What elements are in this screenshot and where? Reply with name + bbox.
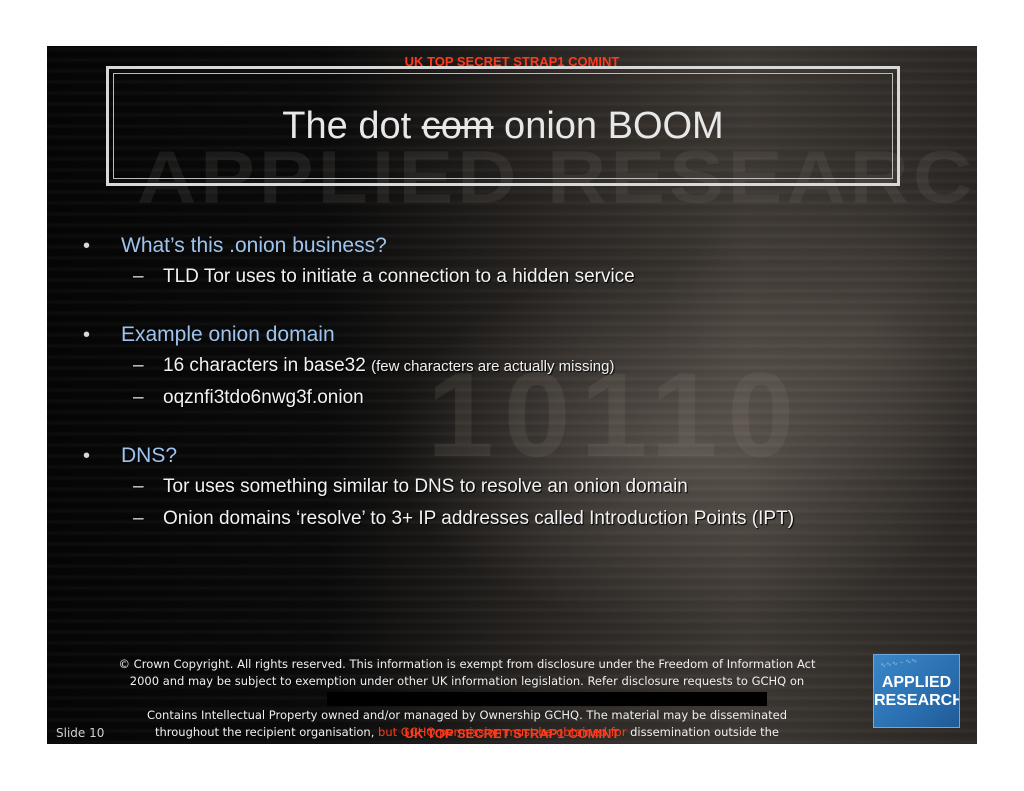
dash-icon: – bbox=[133, 387, 144, 408]
sub-bullet-note: (few characters are actually missing) bbox=[371, 358, 615, 375]
classification-banner-top: UK TOP SECRET STRAP1 COMINT bbox=[404, 54, 620, 69]
title-struck-word: com bbox=[421, 105, 494, 147]
dash-icon: – bbox=[133, 266, 144, 287]
copyright-line-3: Contains Intellectual Property owned and… bbox=[146, 708, 787, 722]
sub-bullet-item: – Tor uses something similar to DNS to re… bbox=[83, 471, 963, 503]
bullet-text: What’s this .onion business? bbox=[121, 234, 387, 257]
bullet-dot-icon: • bbox=[83, 235, 91, 257]
title-part-1: The dot bbox=[282, 105, 422, 147]
slide-number: Slide 10 bbox=[56, 726, 105, 740]
bullet-item: • What’s this .onion business? bbox=[83, 231, 963, 261]
copyright-line-4a: throughout the recipient organisation, bbox=[154, 725, 379, 739]
slide: APPLIED RESEARCH 10110 UK TOP SECRET STR… bbox=[47, 46, 977, 744]
sub-bullet-text: Tor uses something similar to DNS to res… bbox=[163, 476, 688, 497]
sub-bullet-item: – TLD Tor uses to initiate a connection t… bbox=[83, 261, 963, 293]
classification-banner-bottom: UK TOP SECRET STRAP1 COMINT bbox=[404, 726, 620, 741]
copyright-line-5: organisation bbox=[67, 741, 867, 744]
dash-icon: – bbox=[133, 476, 144, 497]
redaction-block bbox=[327, 691, 767, 706]
copyright-line-4: throughout the recipient organisation, b… bbox=[67, 724, 867, 741]
bullet-dot-icon: • bbox=[83, 445, 91, 467]
dash-icon: – bbox=[133, 508, 144, 529]
title-part-2: onion BOOM bbox=[493, 105, 724, 147]
slide-title: The dot com onion BOOM bbox=[109, 105, 897, 148]
logo-texture: ∿∿∿ ~ ∿∿ bbox=[879, 657, 918, 670]
bullet-dot-icon: • bbox=[83, 324, 91, 346]
bullet-text: DNS? bbox=[121, 444, 178, 467]
logo-line-2: RESEARCH bbox=[874, 692, 960, 709]
copyright-notice: © Crown Copyright. All rights reserved. … bbox=[67, 656, 867, 744]
bullet-list: • What’s this .onion business? – TLD Tor u… bbox=[83, 231, 963, 535]
applied-research-logo: ∿∿∿ ~ ∿∿ APPLIED RESEARCH bbox=[873, 654, 960, 728]
title-frame: The dot com onion BOOM bbox=[106, 66, 900, 186]
bullet-item: • Example onion domain bbox=[83, 320, 963, 350]
logo-line-1: APPLIED bbox=[881, 674, 952, 691]
copyright-line-1: © Crown Copyright. All rights reserved. … bbox=[118, 657, 816, 671]
copyright-line-4b: but GCHQ permission must be obtained for bbox=[378, 725, 627, 739]
copyright-line-2: 2000 and may be subject to exemption und… bbox=[129, 674, 805, 688]
sub-bullet-item: –16 characters in base32 (few characters… bbox=[83, 350, 963, 382]
bullet-text: Example onion domain bbox=[121, 323, 335, 346]
copyright-line-4c: dissemination outside the bbox=[626, 725, 780, 739]
dash-icon: – bbox=[133, 355, 144, 376]
background-watermark-digits: 10110 bbox=[427, 348, 805, 482]
sub-bullet-text: oqznfi3tdo6nwg3f.onion bbox=[163, 387, 364, 408]
sub-bullet-text: TLD Tor uses to initiate a connection to… bbox=[163, 266, 635, 287]
title-frame-inner bbox=[113, 73, 893, 179]
bullet-item: • DNS? bbox=[83, 441, 963, 471]
redaction-block-row bbox=[67, 690, 867, 707]
sub-bullet-item: – Onion domains ‘resolve’ to 3+ IP addres… bbox=[83, 503, 963, 535]
background-watermark-text: APPLIED RESEARCH bbox=[137, 136, 977, 219]
sub-bullet-text: Onion domains ‘resolve’ to 3+ IP address… bbox=[163, 508, 795, 529]
sub-bullet-item: – oqznfi3tdo6nwg3f.onion bbox=[83, 382, 963, 414]
sub-bullet-text: 16 characters in base32 bbox=[163, 355, 372, 376]
